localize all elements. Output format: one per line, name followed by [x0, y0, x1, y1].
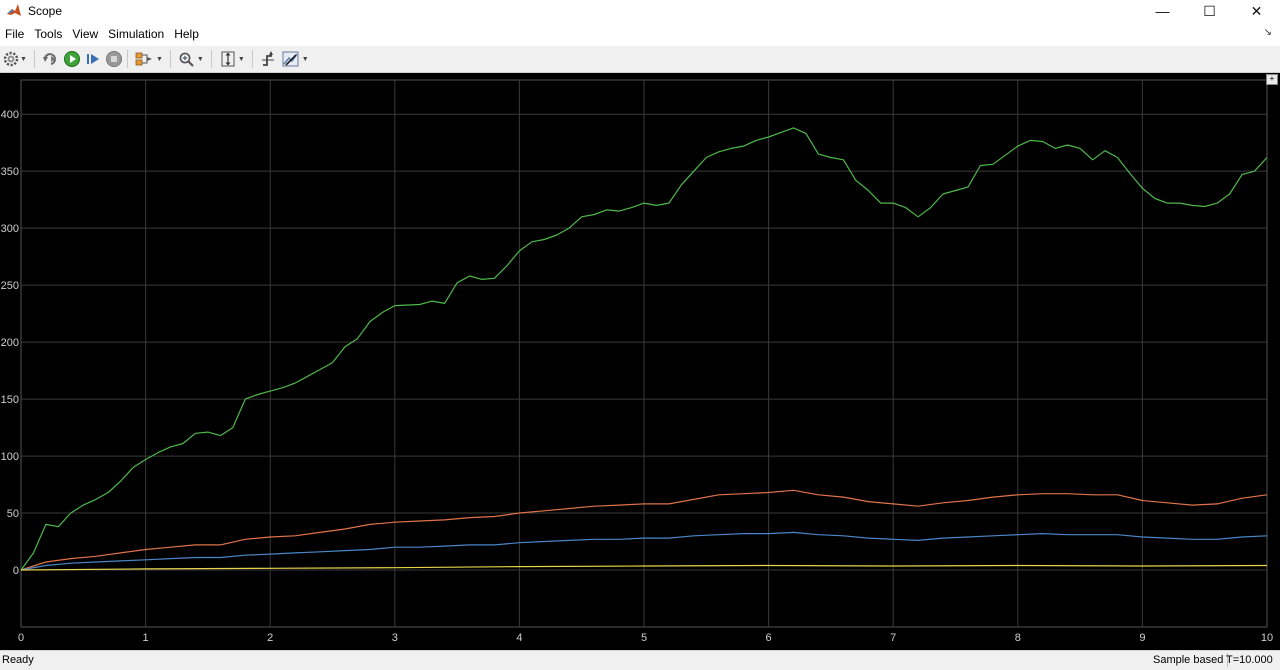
x-tick-label: 3: [392, 632, 398, 644]
y-tick-label: 300: [1, 223, 19, 235]
toolbar-separator: [169, 50, 171, 68]
window-controls: — ☐ ✕: [1139, 0, 1280, 22]
highlight-block-icon: [135, 52, 152, 66]
series-line-1: [20, 127, 1268, 571]
window-title: Scope: [28, 4, 63, 18]
y-tick-label: 350: [1, 166, 19, 178]
x-tick-label: 7: [890, 632, 896, 644]
status-text: Ready: [2, 654, 34, 666]
toolbar-separator: [126, 50, 128, 68]
settings-button[interactable]: [3, 48, 19, 70]
zoom-dropdown-icon[interactable]: ▼: [196, 55, 204, 63]
sim-time-label: T=10.000: [1226, 654, 1273, 666]
series-lines: [20, 127, 1268, 571]
menu-help[interactable]: Help: [174, 27, 199, 41]
x-tick-label: 0: [18, 632, 24, 644]
minimize-button[interactable]: —: [1155, 3, 1170, 19]
maximize-button[interactable]: ☐: [1203, 2, 1216, 19]
toolbar: ▼ ▼: [0, 46, 1280, 73]
menu-file[interactable]: File: [5, 27, 25, 41]
settings-icon: [3, 51, 19, 67]
triggers-icon: [261, 51, 274, 66]
step-back-button[interactable]: [42, 48, 60, 70]
grid: [20, 79, 1268, 628]
run-button[interactable]: [63, 48, 81, 70]
settings-dropdown-icon[interactable]: ▼: [20, 55, 27, 63]
highlight-block-button[interactable]: [135, 48, 155, 70]
menu-simulation[interactable]: Simulation: [108, 27, 165, 41]
cursor-measurements-button[interactable]: [281, 48, 301, 70]
series-line-4: [20, 564, 1268, 571]
y-tick-label: 200: [1, 337, 19, 349]
y-tick-label: 150: [1, 394, 19, 406]
scope-display[interactable]: 0 1 2 3 4 5 6 7 8 9 10 0 50 100 150 200 250 300 350 400: [0, 73, 1280, 650]
run-icon: [63, 51, 80, 67]
y-tick-label: 0: [13, 565, 19, 577]
x-tick-label: 2: [267, 632, 273, 644]
toolbar-separator: [251, 50, 253, 68]
close-button[interactable]: ✕: [1250, 2, 1263, 19]
scale-axes-button[interactable]: [219, 48, 237, 70]
step-forward-icon: [86, 54, 99, 64]
y-tick-label: 250: [1, 280, 19, 292]
x-tick-label: 10: [1261, 632, 1273, 644]
scale-axes-icon: [221, 51, 235, 67]
matlab-logo-icon: [7, 4, 21, 16]
step-forward-button[interactable]: [84, 48, 102, 70]
y-tick-label: 400: [1, 109, 19, 121]
x-tick-label: 9: [1139, 632, 1145, 644]
cursor-measurements-icon: [282, 51, 299, 67]
status-bar: Ready Sample based T=10.000: [0, 650, 1280, 670]
step-back-icon: [42, 53, 56, 65]
menu-view[interactable]: View: [72, 27, 99, 41]
x-tick-label: 6: [766, 632, 772, 644]
menu-bar: File Tools View Simulation Help ↘: [0, 22, 1280, 46]
x-tick-label: 1: [143, 632, 149, 644]
expand-axes-button[interactable]: +: [1266, 74, 1278, 85]
measurements-dropdown-icon[interactable]: ▼: [301, 55, 309, 63]
sample-mode-label: Sample based: [1149, 653, 1229, 667]
stop-button[interactable]: [105, 48, 123, 70]
x-tick-label: 4: [516, 632, 522, 644]
title-bar: Scope — ☐ ✕: [0, 0, 1280, 22]
triggers-button[interactable]: [260, 48, 278, 70]
highlight-dropdown-icon[interactable]: ▼: [155, 55, 163, 63]
series-line-2: [20, 489, 1268, 571]
toolbar-separator: [33, 50, 35, 68]
x-tick-label: 5: [641, 632, 647, 644]
scale-axes-dropdown-icon[interactable]: ▼: [237, 55, 245, 63]
zoom-button[interactable]: [178, 48, 196, 70]
menu-tools[interactable]: Tools: [34, 27, 63, 41]
y-tick-label: 50: [7, 508, 19, 520]
x-tick-label: 8: [1015, 632, 1021, 644]
series-line-3: [20, 531, 1268, 571]
zoom-icon: [179, 52, 194, 67]
stop-icon: [105, 51, 122, 67]
y-tick-label: 100: [1, 451, 19, 463]
toolbar-separator: [210, 50, 212, 68]
undock-icon[interactable]: ↘: [1263, 27, 1272, 38]
